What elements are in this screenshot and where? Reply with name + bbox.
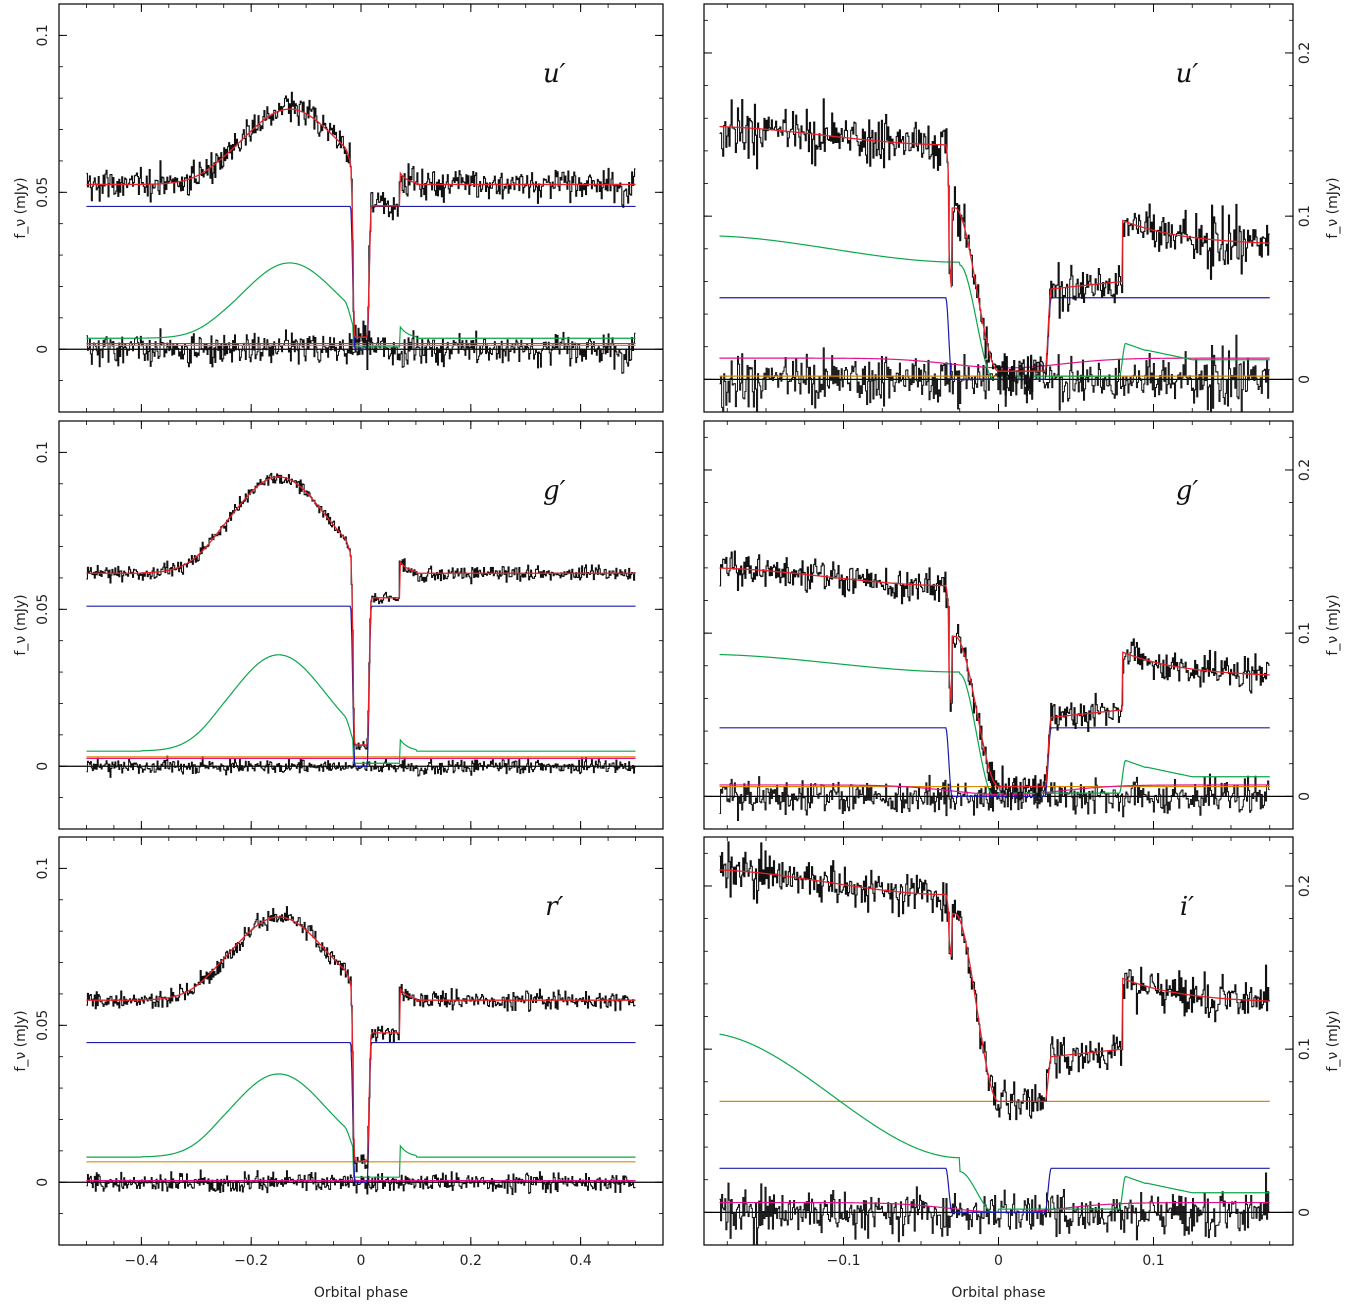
- panel-right-u: 0 0.1 0.2 f_ν (mJy) u′: [703, 3, 1341, 413]
- y-tick-label: 0: [35, 762, 51, 771]
- white-dwarf-curve: [86, 205, 636, 350]
- panel-left-g: 0 0.05 0.1 f_ν (mJy) g′: [13, 420, 664, 830]
- y-tick-label: 0: [1297, 375, 1313, 384]
- white-dwarf-curve: [86, 605, 636, 767]
- observed-light-curve: [86, 906, 636, 1173]
- y-tick-label: 0.1: [35, 857, 51, 879]
- total-model-curve: [719, 125, 1270, 372]
- y-axis-label: f_ν (mJy): [1325, 594, 1341, 655]
- total-model-curve: [719, 869, 1270, 1103]
- residuals: [719, 334, 1270, 412]
- y-tick-label: 0: [1297, 792, 1313, 801]
- y-axis-label: f_ν (mJy): [1325, 1010, 1341, 1071]
- y-tick-label: 0.05: [35, 594, 51, 625]
- bright-spot-curve: [86, 1073, 636, 1178]
- x-tick-label: 0.2: [460, 1253, 482, 1269]
- y-tick-label: 0.1: [35, 24, 51, 46]
- y-axis-label: f_ν (mJy): [13, 594, 29, 655]
- y-tick-label: 0.2: [1297, 875, 1313, 897]
- white-dwarf-curve: [719, 727, 1270, 797]
- y-tick-label: 0.05: [35, 177, 51, 208]
- x-tick-label: 0.1: [1142, 1253, 1164, 1269]
- y-tick-label: 0.1: [35, 441, 51, 463]
- y-tick-label: 0.2: [1297, 42, 1313, 64]
- x-tick-label: 0: [357, 1253, 366, 1269]
- plot-area: [704, 841, 1293, 1245]
- x-tick-label: −0.2: [234, 1253, 268, 1269]
- x-tick-label: −0.4: [124, 1253, 158, 1269]
- bright-spot-curve: [86, 262, 636, 348]
- white-dwarf-curve: [719, 297, 1270, 380]
- panel-left-r: −0.4 −0.2 0 0.2 0.4 0 0.05 0.1 f_ν (mJy) Orbital …: [13, 836, 664, 1301]
- y-tick-label: 0: [35, 1178, 51, 1187]
- band-label: g′: [1176, 476, 1199, 506]
- bright-spot-curve: [86, 654, 636, 764]
- residuals: [719, 1172, 1270, 1245]
- observed-light-curve: [86, 91, 636, 351]
- x-axis-label: Orbital phase: [314, 1285, 408, 1301]
- panel-right-g: 0 0.1 0.2 f_ν (mJy) g′: [703, 420, 1341, 830]
- y-tick-label: 0: [1297, 1208, 1313, 1217]
- panel-frame: [703, 420, 1294, 830]
- band-label: u′: [1176, 59, 1199, 89]
- observed-light-curve: [719, 550, 1270, 803]
- white-dwarf-curve: [719, 1167, 1270, 1213]
- total-model-curve: [86, 476, 636, 746]
- plot-area: [59, 472, 663, 778]
- panel-frame: [703, 3, 1294, 413]
- band-label: u′: [543, 59, 566, 89]
- disc-curve: [719, 784, 1270, 796]
- panel-right-i: −0.1 0 0.1 0 0.1 0.2 f_ν (mJy) Orbital phase i′: [703, 836, 1341, 1301]
- residuals: [86, 755, 636, 778]
- plot-area: [704, 98, 1293, 412]
- total-model-curve: [719, 567, 1270, 788]
- y-axis-label: f_ν (mJy): [13, 177, 29, 238]
- x-axis-label: Orbital phase: [951, 1285, 1045, 1301]
- total-model-curve: [86, 108, 636, 338]
- plot-area: [704, 550, 1293, 822]
- y-axis-label: f_ν (mJy): [13, 1010, 29, 1071]
- y-tick-label: 0.2: [1297, 459, 1313, 481]
- y-tick-label: 0.1: [1297, 1038, 1313, 1060]
- white-dwarf-curve: [86, 1041, 636, 1183]
- y-tick-label: 0.05: [35, 1010, 51, 1041]
- bright-spot-curve: [719, 1033, 1270, 1213]
- plot-area: [59, 91, 663, 374]
- band-label: i′: [1180, 892, 1194, 922]
- total-model-curve: [86, 916, 636, 1162]
- y-tick-label: 0.1: [1297, 205, 1313, 227]
- x-tick-label: −0.1: [827, 1253, 861, 1269]
- panel-frame: [703, 836, 1294, 1246]
- band-label: g′: [543, 476, 566, 506]
- x-tick-label: 0: [994, 1253, 1003, 1269]
- plot-area: [59, 906, 663, 1196]
- observed-light-curve: [719, 841, 1270, 1121]
- y-tick-label: 0.1: [1297, 622, 1313, 644]
- observed-light-curve: [86, 472, 636, 751]
- residuals: [86, 1169, 636, 1196]
- panel-left-u: 0 0.05 0.1 f_ν (mJy) u′: [13, 3, 664, 413]
- y-tick-label: 0: [35, 345, 51, 354]
- y-axis-label: f_ν (mJy): [1325, 177, 1341, 238]
- observed-light-curve: [719, 98, 1270, 396]
- x-tick-label: 0.4: [570, 1253, 592, 1269]
- band-label: r′: [545, 892, 563, 922]
